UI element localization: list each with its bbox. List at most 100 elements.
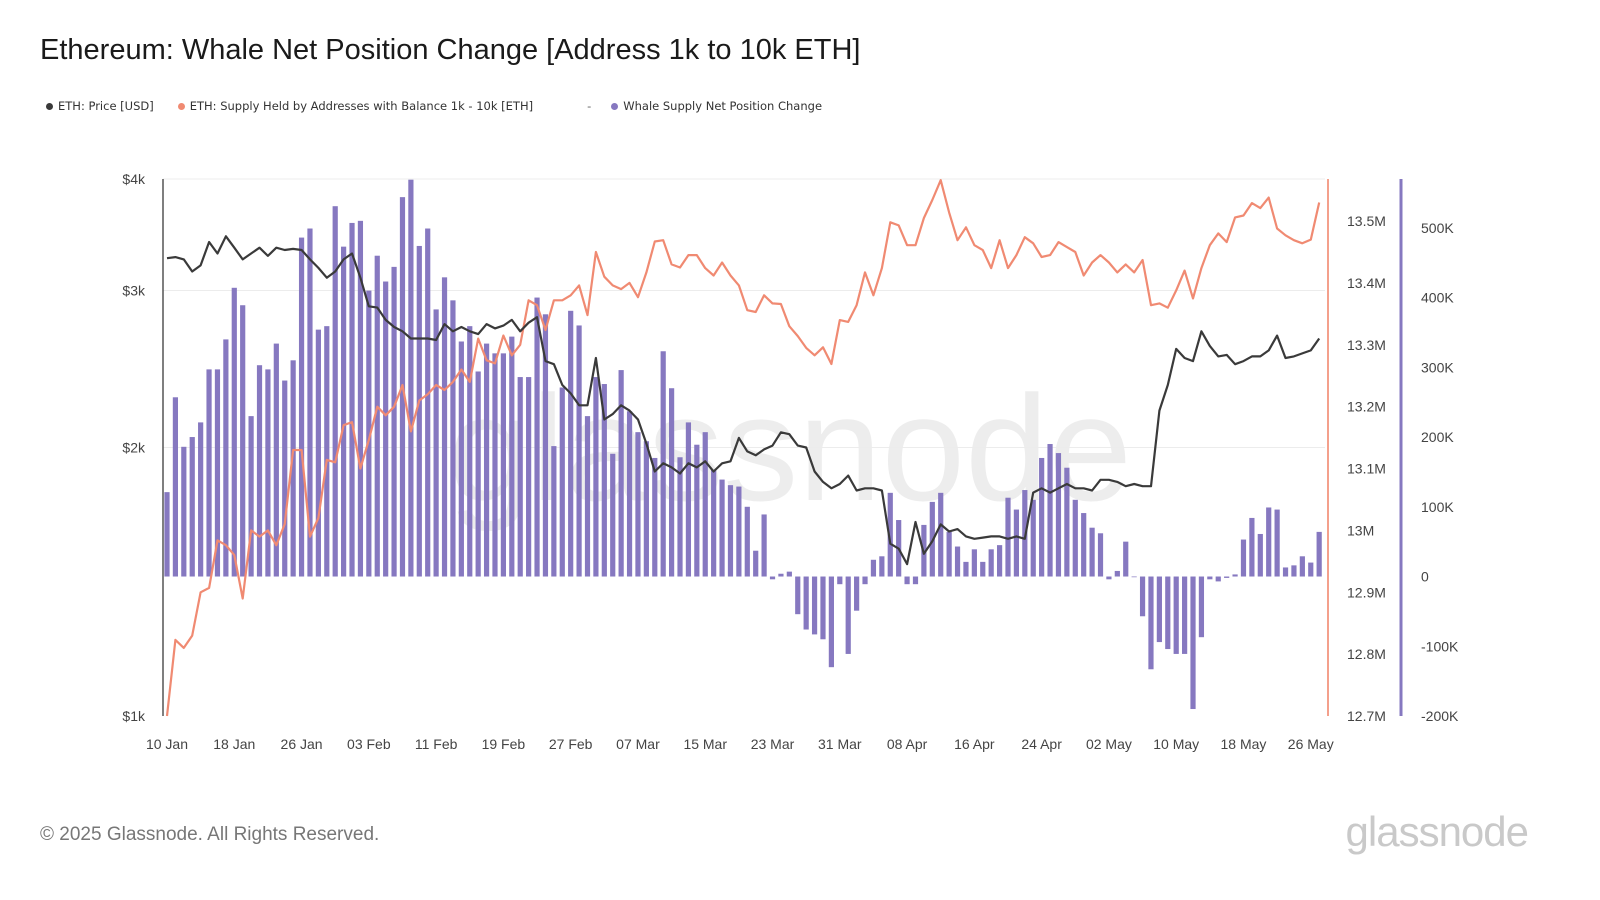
- net-change-bar: [526, 377, 532, 577]
- net-change-bar: [433, 309, 439, 577]
- net-change-bar: [492, 353, 498, 577]
- net-change-bar: [996, 545, 1003, 577]
- x-tick-label: 23 Mar: [751, 736, 795, 752]
- net-change-bar: [795, 576, 801, 615]
- net-change-tick-label: 0: [1421, 569, 1429, 585]
- net-change-bar: [736, 486, 742, 577]
- net-change-tick-label: 400K: [1421, 290, 1454, 306]
- net-change-bar: [1207, 576, 1213, 580]
- net-change-bar: [1165, 576, 1171, 650]
- net-change-bar: [416, 245, 422, 577]
- net-change-bar: [601, 384, 607, 577]
- supply-tick-label: 13.4M: [1347, 275, 1386, 291]
- net-change-bar: [626, 411, 633, 577]
- net-change-bar: [862, 576, 868, 585]
- legend-separator: -: [587, 99, 592, 113]
- x-tick-label: 02 May: [1086, 736, 1132, 752]
- legend-label: ETH: Price [USD]: [58, 99, 154, 113]
- net-change-bar: [290, 360, 296, 577]
- net-change-bar: [248, 416, 254, 577]
- net-change-bar: [265, 369, 271, 577]
- net-change-bar: [256, 365, 263, 577]
- legend-item-price[interactable]: ETH: Price [USD]: [46, 99, 154, 113]
- net-change-bar: [1047, 444, 1053, 577]
- legend-item-supply[interactable]: ETH: Supply Held by Addresses with Balan…: [177, 99, 534, 113]
- x-tick-label: 27 Feb: [549, 736, 593, 752]
- x-tick-label: 08 Apr: [887, 736, 928, 752]
- net-change-bar: [1190, 576, 1196, 710]
- net-change-bar: [214, 369, 221, 577]
- net-change-bar: [534, 297, 540, 577]
- net-change-bar: [904, 576, 910, 585]
- net-change-bar: [1299, 556, 1305, 577]
- net-change-bar: [1232, 574, 1238, 577]
- net-change-bar: [374, 255, 380, 577]
- net-change-bar: [971, 549, 977, 577]
- supply-tick-label: 13.2M: [1347, 399, 1386, 415]
- net-change-bar: [164, 492, 170, 577]
- net-change-bar: [441, 277, 448, 577]
- net-change-bar: [1249, 517, 1255, 577]
- x-tick-label: 26 Jan: [281, 736, 323, 752]
- net-change-bar: [1274, 509, 1280, 577]
- net-change-bar: [1005, 497, 1011, 577]
- net-change-bar: [652, 457, 658, 577]
- net-change-bar: [1257, 533, 1263, 577]
- net-change-bar: [1072, 499, 1078, 577]
- net-change-tick-label: -200K: [1421, 708, 1459, 724]
- x-tick-label: 31 Mar: [818, 736, 862, 752]
- net-change-tick-label: 500K: [1421, 220, 1454, 236]
- net-change-bar: [879, 556, 885, 577]
- net-change-bar: [483, 343, 490, 577]
- net-change-bar: [576, 325, 582, 577]
- supply-tick-label: 13.1M: [1347, 461, 1386, 477]
- net-change-bar: [820, 576, 826, 640]
- x-tick-label: 10 Jan: [146, 736, 188, 752]
- net-change-bar: [551, 446, 557, 577]
- net-change-bar: [719, 479, 725, 577]
- net-change-bar: [711, 469, 717, 577]
- net-change-bar: [1173, 576, 1179, 654]
- legend-dot-supply: [177, 102, 185, 110]
- net-change-bar: [702, 432, 708, 577]
- net-change-bar: [761, 514, 767, 577]
- net-change-bar: [912, 576, 919, 585]
- x-tick-label: 03 Feb: [347, 736, 391, 752]
- net-change-bar: [1039, 457, 1045, 577]
- net-change-bar: [383, 281, 389, 577]
- net-change-bar: [1081, 513, 1087, 577]
- net-change-bar: [1291, 565, 1297, 577]
- net-change-bar: [240, 305, 246, 577]
- net-change-bar: [517, 377, 523, 577]
- net-change-bar: [1097, 533, 1104, 577]
- net-change-bar: [1089, 527, 1095, 577]
- net-change-bar: [618, 370, 624, 577]
- net-change-bar: [181, 446, 187, 577]
- legend-dot-net-change: [611, 102, 619, 110]
- net-change-bar: [315, 329, 321, 577]
- net-change-bar: [677, 457, 683, 577]
- legend-label: ETH: Supply Held by Addresses with Balan…: [189, 99, 534, 113]
- legend-item-net-change[interactable]: Whale Supply Net Position Change: [611, 99, 822, 113]
- x-tick-label: 24 Apr: [1021, 736, 1062, 752]
- net-change-bar: [870, 559, 877, 577]
- supply-tick-label: 13M: [1347, 522, 1374, 538]
- net-change-bar: [694, 444, 700, 577]
- net-change-bar: [467, 326, 473, 577]
- price-tick-label: $1k: [122, 708, 146, 724]
- net-change-bar: [669, 388, 675, 577]
- net-change-bar: [1215, 576, 1221, 582]
- net-change-bar: [753, 550, 759, 577]
- net-change-bar: [273, 343, 279, 577]
- net-change-bar: [1182, 576, 1188, 654]
- x-tick-label: 07 Mar: [616, 736, 660, 752]
- net-change-bar: [1064, 467, 1070, 577]
- net-change-bar: [1106, 576, 1112, 580]
- net-change-bar: [828, 576, 834, 668]
- x-tick-label: 11 Feb: [415, 736, 458, 752]
- net-change-bar: [946, 531, 952, 577]
- net-change-bar: [769, 576, 776, 580]
- net-change-bar: [1114, 570, 1120, 577]
- net-change-bar: [593, 377, 599, 577]
